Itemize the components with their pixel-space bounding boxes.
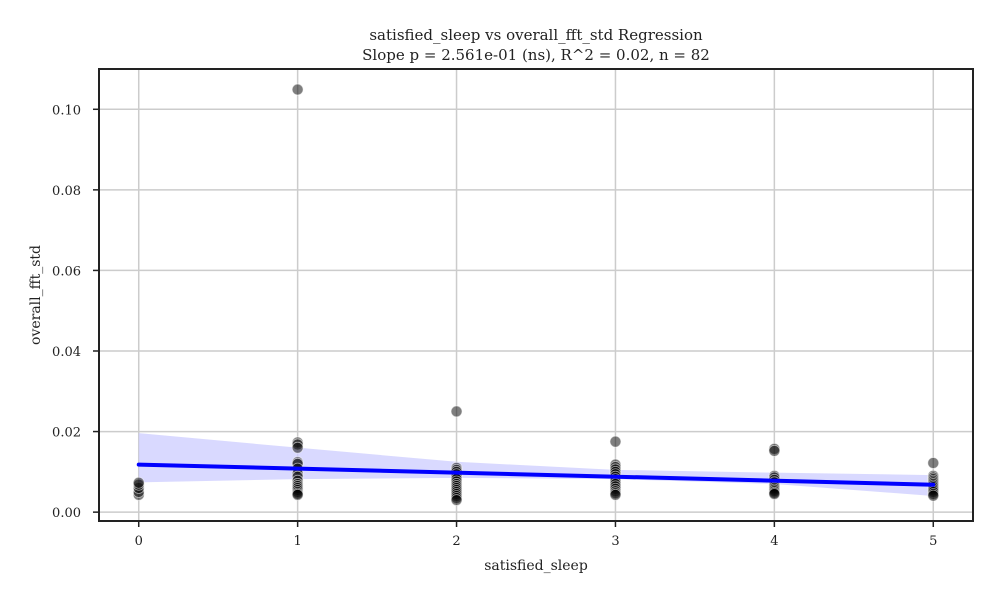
data-point [927, 489, 940, 502]
data-point [927, 457, 940, 469]
data-point [132, 476, 145, 489]
data-point [768, 488, 781, 500]
y-tick-label: 0.04 [52, 345, 81, 360]
data-point [291, 488, 304, 501]
data-point [609, 488, 622, 501]
y-tick-label: 0.08 [52, 184, 81, 199]
x-tick-label: 3 [611, 534, 619, 549]
regression-line [136, 462, 936, 487]
confidence-band-layer [138, 433, 934, 497]
y-axis-ticks: 0.00 0.02 0.04 0.06 0.08 0.10 [52, 103, 99, 521]
grid [99, 69, 973, 521]
chart-title: satisfied_sleep vs overall_fft_std Regre… [369, 26, 703, 44]
data-point [450, 405, 463, 418]
plot-frame [98, 68, 974, 522]
x-axis-label: satisfied_sleep [484, 558, 588, 574]
data-point [609, 435, 622, 448]
x-tick-label: 4 [770, 534, 778, 549]
x-tick-label: 2 [452, 534, 460, 549]
data-point [291, 83, 304, 96]
data-point [450, 494, 463, 506]
data-points-layer [132, 83, 940, 506]
y-tick-label: 0.02 [52, 426, 81, 441]
data-point [768, 445, 781, 457]
x-axis-ticks: 0 1 2 3 4 5 [135, 521, 937, 549]
y-tick-label: 0.00 [52, 506, 81, 521]
confidence-band [138, 433, 934, 497]
x-tick-label: 0 [135, 534, 143, 549]
x-tick-label: 5 [929, 534, 937, 549]
y-tick-label: 0.06 [52, 264, 81, 279]
data-point [291, 441, 304, 454]
chart-subtitle: Slope p = 2.561e-01 (ns), R^2 = 0.02, n … [362, 46, 710, 64]
y-axis-label: overall_fft_std [28, 245, 44, 345]
y-tick-label: 0.10 [52, 103, 81, 118]
x-tick-label: 1 [293, 534, 301, 549]
regression-line-layer [136, 462, 936, 487]
